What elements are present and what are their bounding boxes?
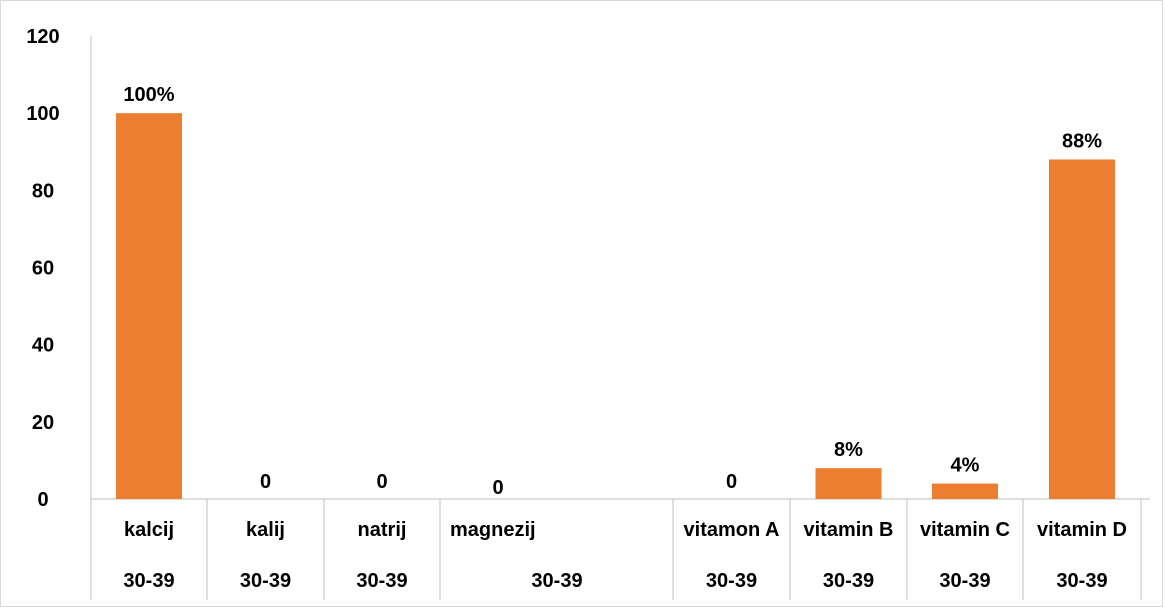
group-label: 30-39 [356, 570, 407, 592]
group-label: 30-39 [123, 570, 174, 592]
data-label: 0 [376, 471, 387, 493]
y-tick-label: 120 [26, 26, 59, 48]
data-label: 8% [834, 439, 863, 461]
y-tick-label: 60 [32, 258, 54, 280]
bar-vitamin-D [1049, 159, 1115, 499]
group-label: 30-39 [531, 570, 582, 592]
y-tick-label: 0 [37, 489, 48, 511]
group-label: 30-39 [240, 570, 291, 592]
category-label: vitamon A [684, 519, 780, 541]
group-label: 30-39 [706, 570, 757, 592]
data-label: 0 [726, 471, 737, 493]
group-label: 30-39 [939, 570, 990, 592]
group-label: 30-39 [1056, 570, 1107, 592]
category-label: magnezij [450, 519, 536, 541]
y-tick-label: 40 [32, 335, 54, 357]
group-label: 30-39 [823, 570, 874, 592]
category-label: natrij [358, 519, 407, 541]
data-label: 0 [492, 477, 503, 499]
y-tick-label: 100 [26, 103, 59, 125]
bar-kalcij [116, 113, 182, 500]
category-label: vitamin C [920, 519, 1010, 541]
y-tick-label: 20 [32, 412, 54, 434]
y-tick-label: 80 [32, 180, 54, 202]
data-label: 88% [1062, 130, 1102, 152]
category-label: kalcij [124, 519, 174, 541]
bar-vitamin-B [815, 468, 882, 499]
data-label: 4% [951, 455, 980, 477]
category-label: vitamin D [1037, 519, 1127, 541]
category-label: vitamin B [803, 519, 893, 541]
data-label: 100% [123, 84, 174, 106]
data-label: 0 [260, 471, 271, 493]
bar-vitamin-C [932, 483, 998, 499]
category-label: kalij [246, 519, 285, 541]
